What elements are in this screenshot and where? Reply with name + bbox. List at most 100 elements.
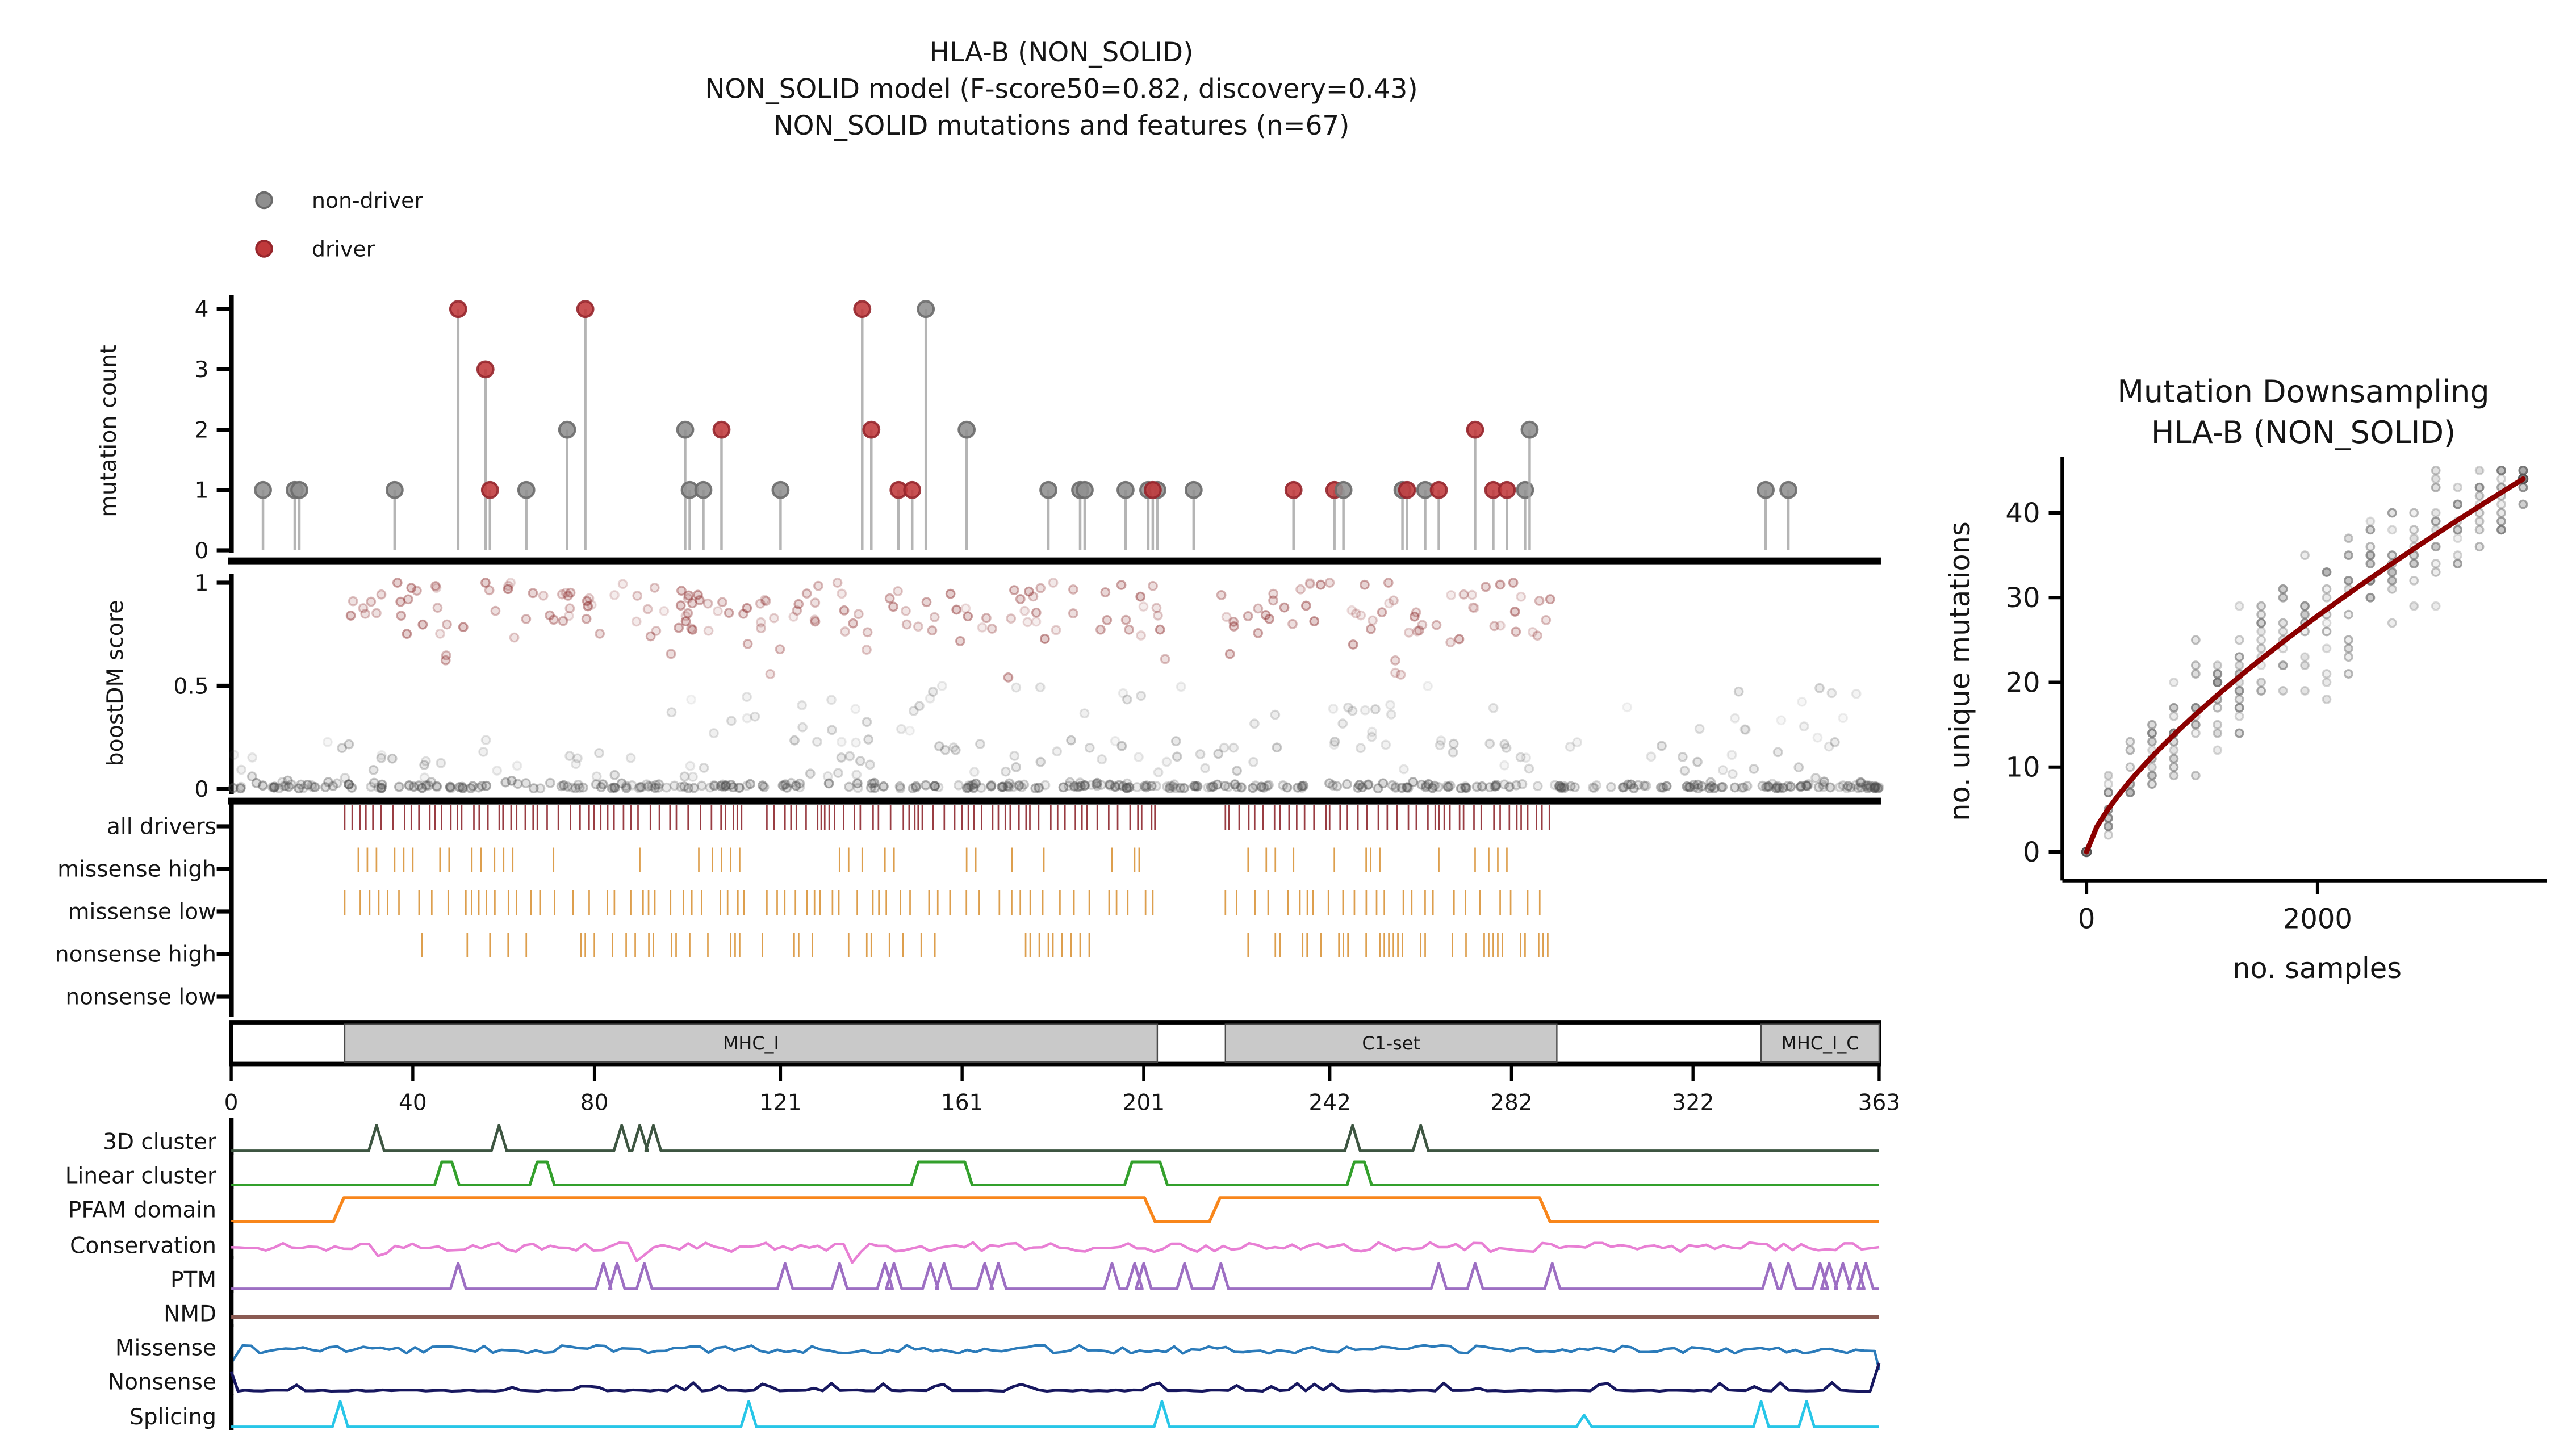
downsampling-point [2496,499,2506,509]
boostdm-point [651,626,662,636]
downsampling-point [2169,754,2179,764]
boostdm-point [1390,667,1400,678]
boostdm-point [1069,781,1080,792]
boostdm-point [1846,782,1856,793]
boostdm-point [1545,594,1555,605]
boostdm-point [968,783,979,793]
boostdm-point [1346,605,1357,616]
boostdm-point [627,780,637,791]
lollipop-head-nondriver [1779,480,1797,499]
needle-y-tick-label: 1 [195,478,209,504]
downsampling-point [2234,728,2244,738]
boostdm-point [1697,781,1707,792]
boostdm-point [851,770,862,780]
lollipop-head-driver [1284,480,1303,499]
downsampling-point [2169,745,2179,755]
boostdm-point [1521,752,1531,763]
boostdm-point [791,780,801,791]
boostdm-point [1110,781,1120,792]
lollipop-head-nondriver [694,480,713,499]
boostdm-point [636,782,647,792]
downsampling-point [2453,559,2463,568]
boostdm-point [775,644,785,655]
boostdm-point [366,596,377,607]
boostdm-point [913,621,923,632]
boostdm-point [797,700,807,710]
boostdm-point [1134,752,1144,762]
boostdm-point [1003,782,1014,793]
downsampling-point [2256,618,2266,628]
boostdm-point [1301,600,1311,611]
downsampling-point [2169,762,2179,772]
boostdm-point [1102,615,1113,625]
boostdm-point [908,706,919,716]
boostdm-point [1423,779,1434,789]
boostdm-point [1168,781,1178,792]
boostdm-point [930,781,940,792]
x-axis-tick-label: 161 [941,1090,983,1116]
boostdm-point [1122,783,1132,793]
downsampling-point [2387,525,2397,535]
downsampling-point [2190,728,2201,738]
boostdm-point [1385,700,1395,710]
boostdm-point [1655,782,1666,793]
boostdm-point [642,604,653,614]
boostdm-point [1048,578,1059,588]
boostdm-point [1118,781,1128,792]
lollipop-head-nondriver [254,480,272,499]
boostdm-point [1357,782,1368,793]
boostdm-point [454,782,465,792]
boostdm-point [1309,616,1320,626]
boostdm-point [1704,783,1715,793]
boostdm-point [1461,783,1471,793]
boostdm-point [1739,724,1750,735]
boostdm-point [1793,762,1804,773]
boostdm-point [1511,780,1521,791]
domain-box [344,1023,1159,1063]
boostdm-point [1524,763,1534,774]
x-axis-tick-label: 363 [1858,1090,1900,1116]
boostdm-point [921,597,932,608]
downsampling-point [2453,559,2463,568]
boostdm-point [1249,718,1260,729]
downsampling-y-tick-label: 0 [2023,837,2040,868]
boostdm-point [481,780,492,791]
boostdm-point [1298,780,1309,791]
boostdm-point [1657,741,1667,751]
downsampling-point [2213,669,2223,679]
boostdm-point [480,578,491,588]
boostdm-point [895,783,906,794]
boostdm-point [759,782,770,792]
boostdm-point [392,578,403,588]
downsampling-point [2213,678,2223,687]
boostdm-point [302,780,313,790]
boostdm-point [702,598,713,609]
boostdm-point [832,578,843,588]
boostdm-point [1356,743,1366,754]
boostdm-point [1253,603,1264,614]
rug-row-labels: all drivers missense high missense low n… [55,814,216,1010]
legend-driver-dot [255,240,273,258]
boostdm-point [1221,612,1232,622]
boostdm-point [1264,780,1274,791]
boostdm-point [1329,737,1340,747]
downsampling-point [2300,609,2310,620]
boostdm-point [1570,782,1580,792]
downsampling-point [2147,771,2157,781]
track-label-linear-cluster: Linear cluster [65,1164,217,1189]
boostdm-point [1499,739,1510,750]
boostdm-point [1435,740,1445,750]
boostdm-point [1213,749,1224,759]
boostdm-point [1471,781,1482,792]
x-axis-tick-label: 242 [1308,1090,1350,1116]
boostdm-point [1216,590,1227,600]
boostdm-point [975,739,985,749]
boostdm-point [1409,611,1420,622]
boostdm-point [869,777,880,788]
downsampling-point [2387,508,2397,518]
downsampling-point [2431,559,2441,568]
boostdm-point [1741,725,1751,735]
downsampling-point [2125,745,2135,755]
boostdm-point [1052,746,1063,756]
boostdm-point [1626,779,1636,790]
